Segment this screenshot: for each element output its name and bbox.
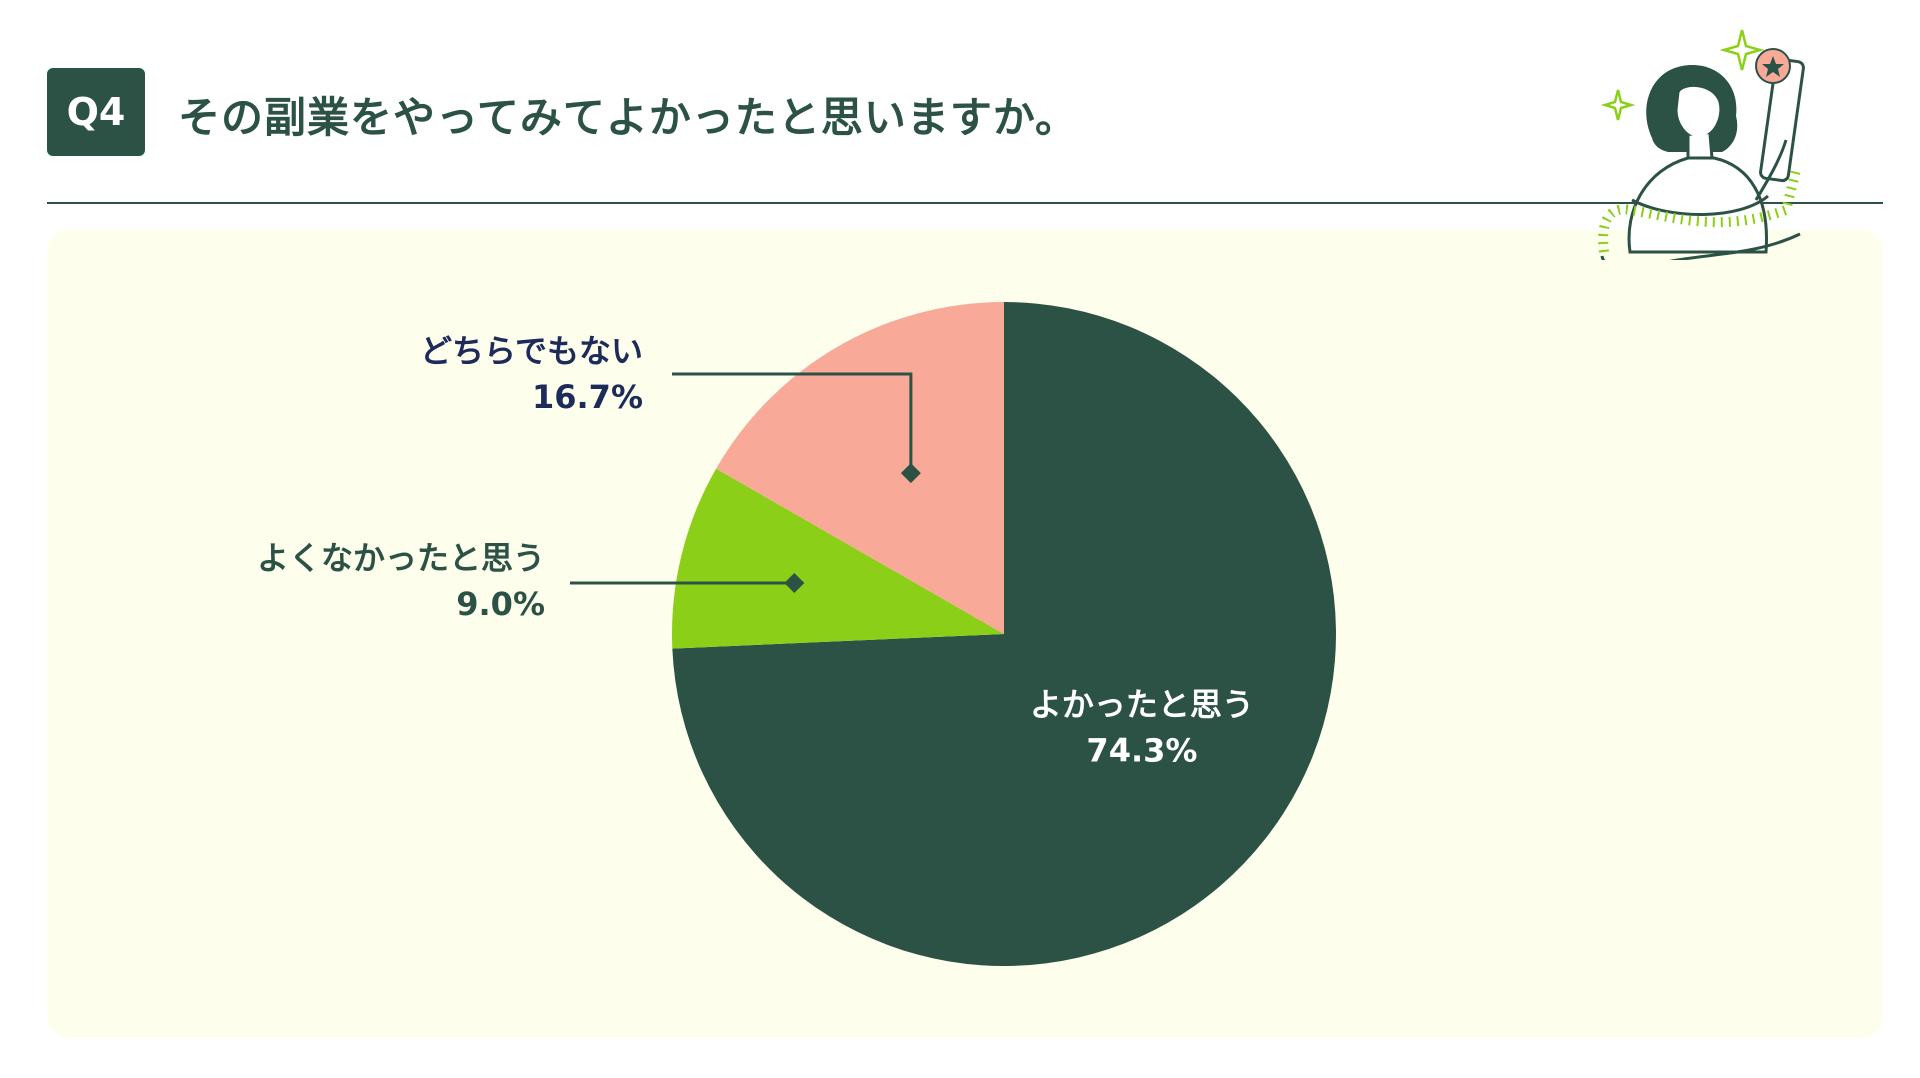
slice-labels: よかったと思う 74.3% よくなかったと思う 9.0% どちらでもない 16.7% [257,332,1254,769]
leader-lines [570,372,921,593]
leader-line [672,372,913,474]
question-number-badge: Q4 [47,68,145,156]
slice-value: 74.3% [1086,731,1197,769]
slice-value: 16.7% [532,378,643,416]
woman-with-phone-illustration [1598,29,1805,260]
slice-label: よくなかったと思う [257,539,545,577]
pie-slices [671,302,1336,966]
pie-slice [671,468,1004,649]
question-number: Q4 [66,90,126,134]
page-title: その副業をやってみてよかったと思いますか。 [178,93,1079,142]
sparkle-icon [1600,89,1636,121]
slice-label: よかったと思う [1030,685,1254,723]
slice-label: どちらでもない [420,332,643,370]
pie-slice [672,302,1336,966]
slice-value: 9.0% [456,585,545,623]
leader-marker [784,572,805,593]
star-icon [1762,56,1784,77]
sparkle-icon [1719,29,1765,71]
pie-slice [716,302,1004,634]
header-divider [47,202,1883,204]
leader-marker [900,463,921,484]
